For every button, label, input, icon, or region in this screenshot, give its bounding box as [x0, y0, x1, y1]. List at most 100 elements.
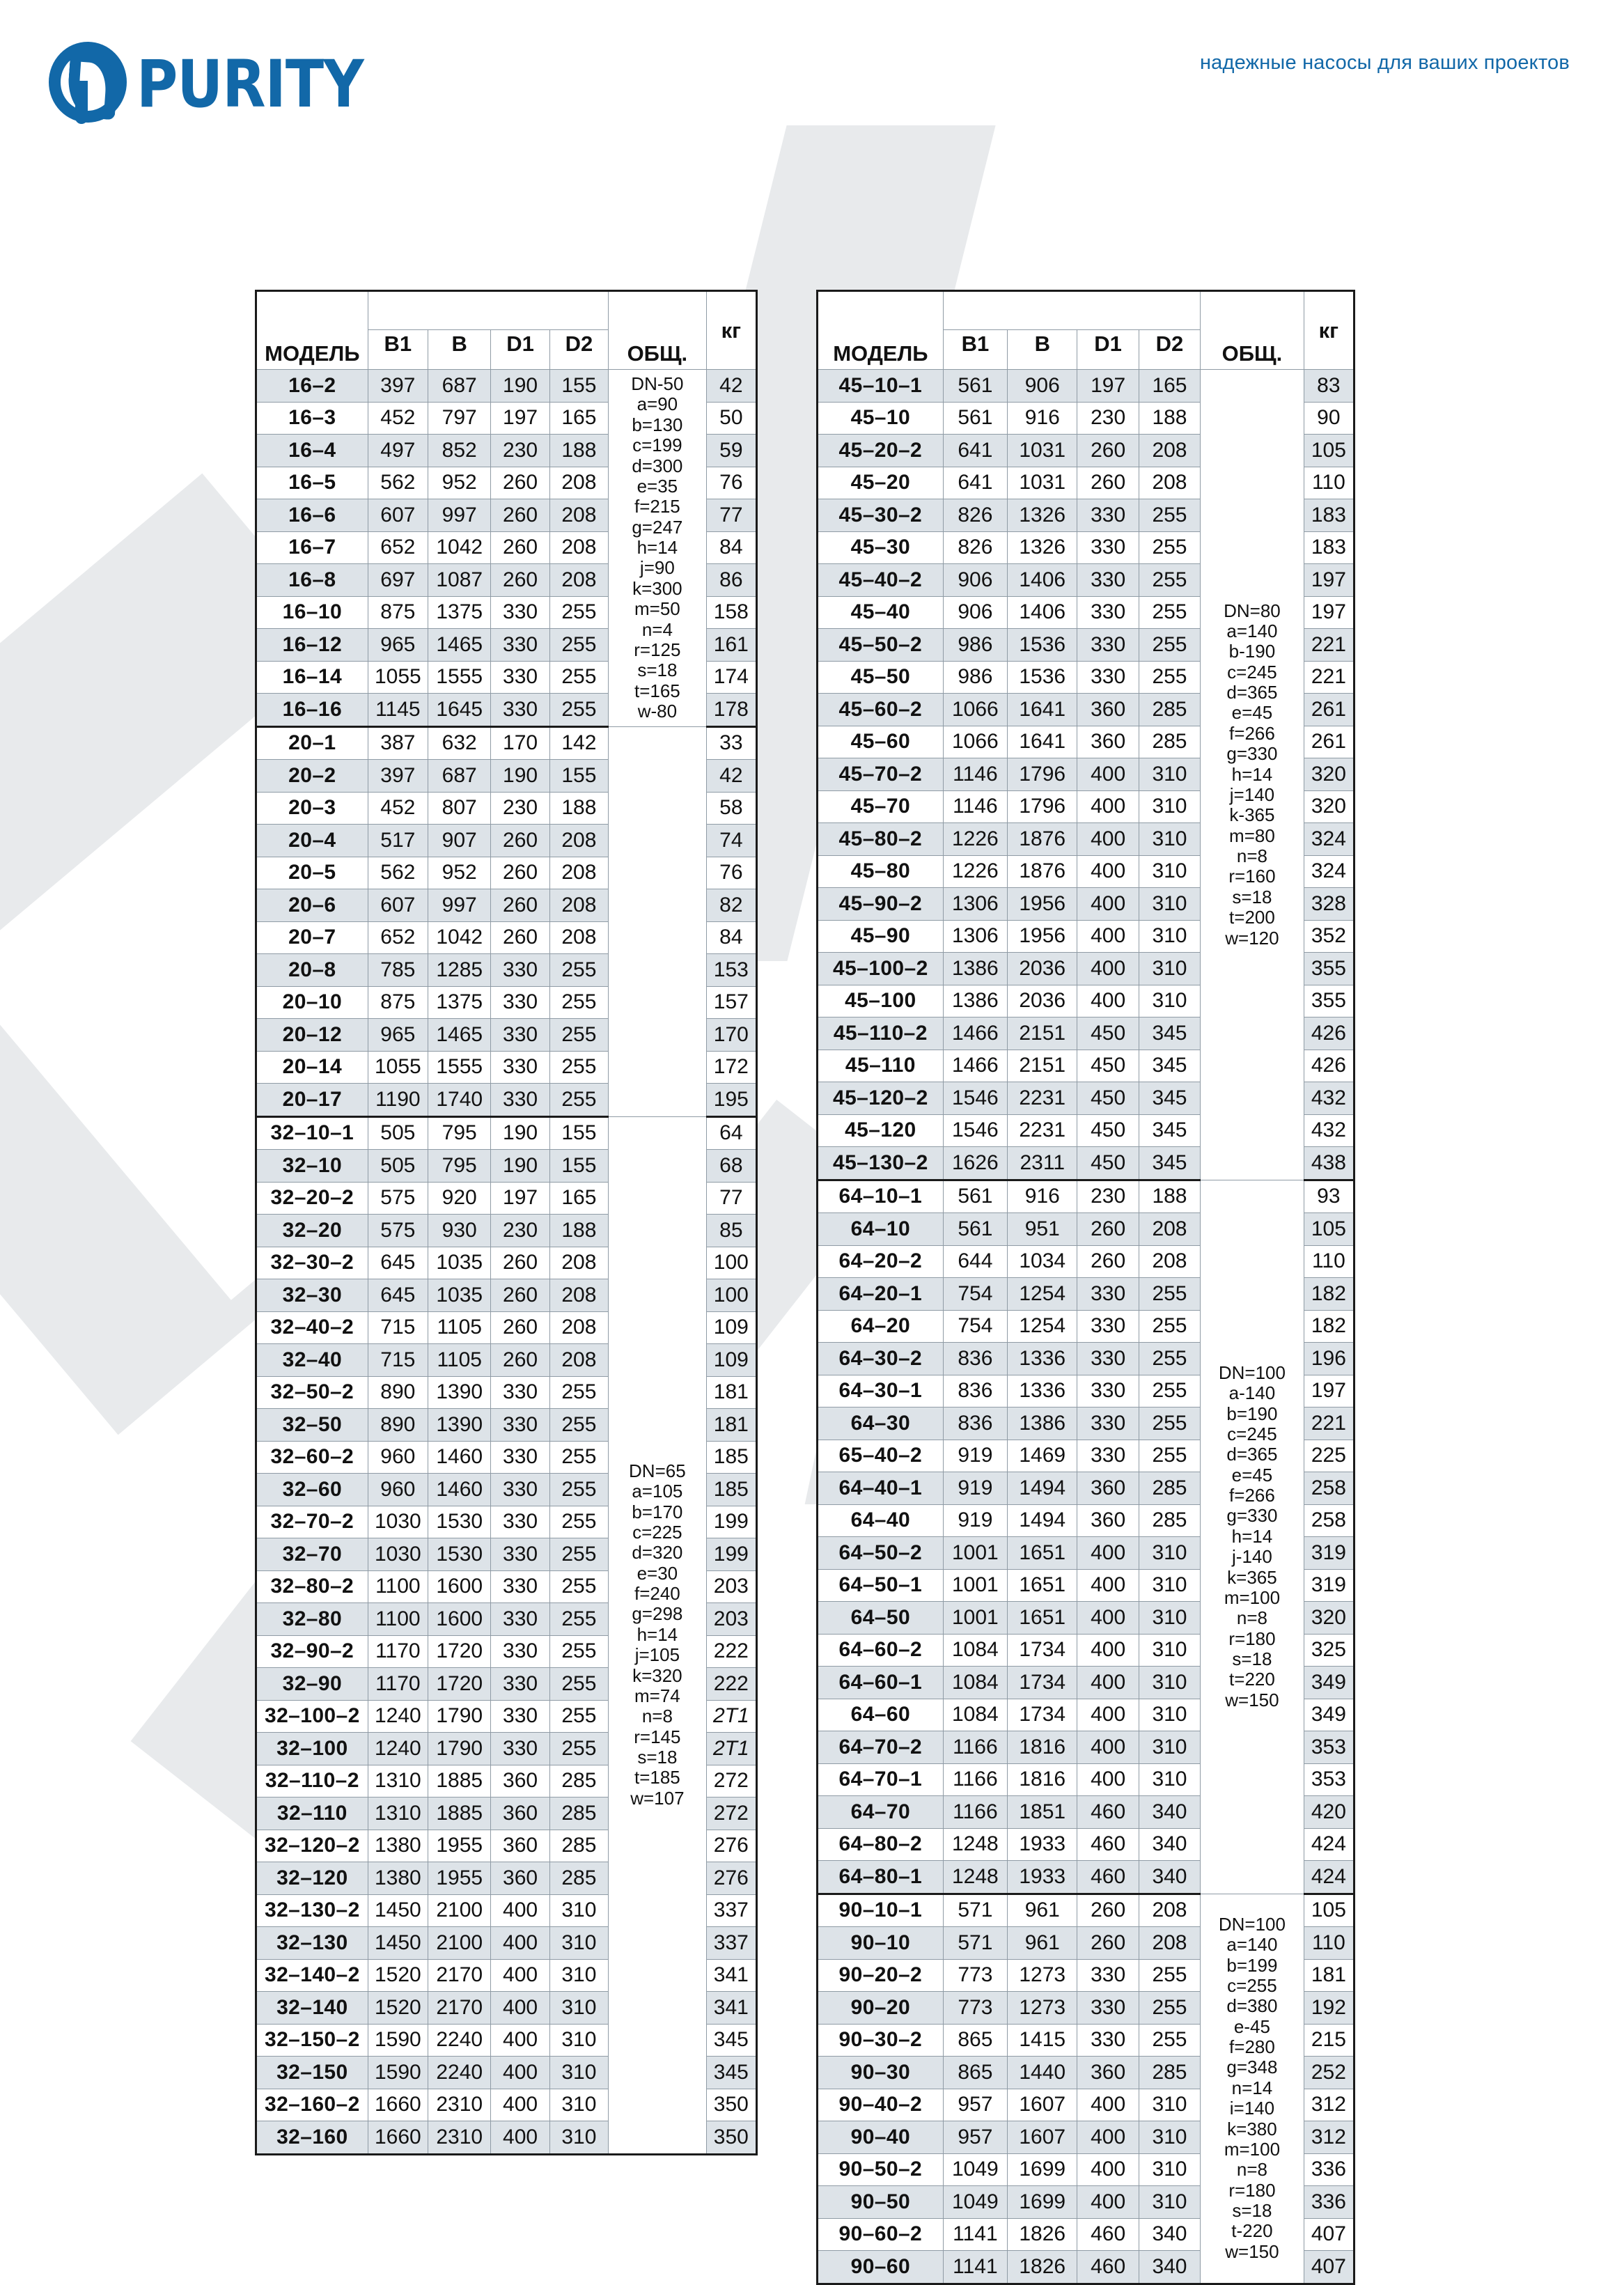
cell-kg: 325 [1303, 1633, 1355, 1667]
cell-model: 32–90 [256, 1667, 368, 1701]
cell-d2: 155 [549, 1116, 609, 1150]
column-header-d1: D1 [1077, 329, 1139, 370]
cell-d1: 330 [1077, 1407, 1139, 1440]
cell-b: 2151 [1007, 1049, 1078, 1082]
cell-d2: 340 [1138, 2250, 1201, 2284]
cell-kg: 170 [705, 1018, 758, 1052]
cell-model: 32–70–2 [256, 1505, 368, 1538]
cell-d2: 285 [1138, 725, 1201, 758]
cell-kg: 199 [705, 1538, 758, 1571]
column-header-total: ОБЩ. [1200, 290, 1304, 370]
cell-b1: 1520 [367, 1958, 429, 1992]
cell-b1: 562 [367, 856, 429, 889]
cell-d2: 255 [549, 628, 609, 662]
cell-kg: 345 [705, 2023, 758, 2057]
cell-model: 20–1 [256, 726, 368, 760]
cell-b1: 1306 [942, 919, 1008, 953]
cell-b1: 607 [367, 889, 429, 922]
cell-d2: 310 [1138, 1731, 1201, 1764]
cell-kg: 109 [705, 1343, 758, 1377]
cell-b1: 645 [367, 1246, 429, 1279]
cell-kg: 319 [1303, 1568, 1355, 1602]
cell-b: 687 [428, 759, 492, 793]
cell-model: 65–40–2 [817, 1439, 944, 1472]
cell-kg: 353 [1303, 1731, 1355, 1764]
cell-model: 20–17 [256, 1083, 368, 1118]
cell-model: 90–10–1 [817, 1893, 944, 1927]
cell-b: 1816 [1007, 1731, 1078, 1764]
table-row: 90–50–2 1049 1699 400 310 336 [817, 2153, 1355, 2186]
cell-d1: 400 [490, 1926, 550, 1960]
column-header-total: ОБЩ. [608, 290, 707, 370]
cell-b1: 1590 [367, 2056, 429, 2089]
cell-d1: 460 [1077, 2250, 1139, 2284]
cell-d1: 230 [1077, 1179, 1139, 1213]
cell-b: 1285 [428, 953, 492, 987]
cell-model: 45–130–2 [817, 1146, 944, 1181]
cell-model: 16–4 [256, 434, 368, 467]
cell-b1: 562 [367, 466, 429, 499]
purity-logo-mark-icon [49, 42, 131, 127]
cell-d1: 330 [1077, 531, 1139, 564]
column-header-kg: кг [705, 290, 758, 370]
cell-d2: 255 [549, 1635, 609, 1668]
cell-d2: 310 [1138, 919, 1201, 953]
cell-model: 16–3 [256, 401, 368, 435]
cell-b1: 1546 [942, 1082, 1008, 1115]
cell-d1: 197 [1077, 369, 1139, 403]
cell-d2: 255 [549, 985, 609, 1019]
cell-d2: 208 [549, 466, 609, 499]
cell-model: 90–40 [817, 2121, 944, 2154]
cell-kg: 424 [1303, 1860, 1355, 1895]
cell-kg: 345 [705, 2056, 758, 2089]
cell-b1: 561 [942, 369, 1008, 403]
cell-b1: 1066 [942, 693, 1008, 726]
cell-b1: 1055 [367, 1050, 429, 1084]
cell-model: 20–5 [256, 856, 368, 889]
table-row: 64–70–1 1166 1816 400 310 353 [817, 1763, 1355, 1796]
cell-kg: 74 [705, 824, 758, 857]
cell-d2: 208 [549, 563, 609, 597]
cell-d1: 400 [490, 1991, 550, 2025]
cell-kg: 222 [705, 1667, 758, 1701]
cell-d1: 260 [490, 824, 550, 857]
cell-d2: 142 [549, 726, 609, 760]
cell-d2: 255 [549, 1732, 609, 1765]
cell-kg: 350 [705, 2088, 758, 2121]
cell-b: 1651 [1007, 1536, 1078, 1570]
cell-d2: 255 [1138, 1374, 1201, 1407]
cell-b: 1720 [428, 1635, 492, 1668]
cell-b1: 957 [942, 2088, 1008, 2121]
cell-d2: 345 [1138, 1146, 1201, 1181]
cell-kg: 181 [705, 1375, 758, 1409]
cell-d1: 260 [1077, 1212, 1139, 1246]
cell-b1: 571 [942, 1926, 1008, 1960]
cell-d2: 310 [549, 1991, 609, 2025]
cell-d2: 208 [549, 889, 609, 922]
cell-kg: 337 [705, 1926, 758, 1960]
cell-d2: 255 [1138, 1407, 1201, 1440]
cell-d2: 310 [1138, 887, 1201, 921]
purity-logo-text: PURITY [136, 45, 364, 123]
cell-kg: 85 [705, 1214, 758, 1247]
cell-b: 1326 [1007, 531, 1078, 564]
cell-model: 32–50–2 [256, 1375, 368, 1409]
cell-model: 32–150 [256, 2056, 368, 2089]
cell-b: 1555 [428, 1050, 492, 1084]
cell-b1: 1310 [367, 1797, 429, 1830]
cell-b: 2240 [428, 2023, 492, 2057]
cell-b: 1375 [428, 595, 492, 629]
cell-kg: 258 [1303, 1472, 1355, 1505]
spec-text: DN=80 a=140 b-190 c=245 d=365 e=45 f=266… [1224, 600, 1281, 949]
cell-d1: 400 [1077, 1698, 1139, 1731]
cell-b: 1273 [1007, 1991, 1078, 2025]
cell-b1: 986 [942, 660, 1008, 694]
cell-b: 2036 [1007, 952, 1078, 985]
cell-d2: 285 [1138, 1504, 1201, 1537]
cell-model: 64–40 [817, 1504, 944, 1537]
column-header-model: МОДЕЛЬ [256, 290, 368, 370]
table-row: 90–30–2 865 1415 330 255 215 [817, 2023, 1355, 2057]
cell-b1: 1248 [942, 1827, 1008, 1861]
table-row: 20–1 387 632 170 142 33 [256, 726, 758, 1117]
cell-kg: 77 [705, 1181, 758, 1215]
